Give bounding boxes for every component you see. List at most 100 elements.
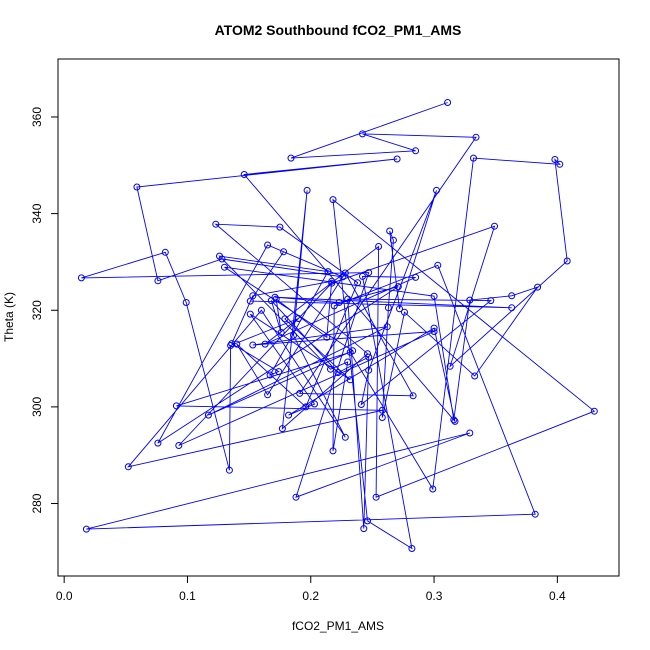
y-tick-label: 280 <box>30 493 44 513</box>
data-point <box>430 328 438 335</box>
series-line <box>81 102 596 550</box>
y-axis: 280 300 320 340 360 <box>30 107 59 514</box>
data-point <box>278 425 286 433</box>
data-point <box>470 154 477 162</box>
plot-frame <box>57 58 620 577</box>
data-point <box>77 274 85 282</box>
data-point <box>280 248 288 256</box>
data-point <box>344 295 352 303</box>
data-point <box>534 283 542 291</box>
data-point <box>228 340 236 348</box>
data-point <box>433 186 440 194</box>
data-point <box>365 353 373 361</box>
x-tick-label: 0.3 <box>426 589 443 603</box>
chart-title: ATOM2 Southbound fCO2_PM1_AMS <box>215 22 462 38</box>
x-tick-label: 0.1 <box>179 589 196 603</box>
x-tick-label: 0.2 <box>302 589 319 603</box>
data-point <box>491 222 498 230</box>
x-axis-label: fCO2_PM1_AMS <box>292 619 384 633</box>
data-point <box>133 183 141 191</box>
data-point <box>290 331 297 339</box>
data-point <box>124 463 132 471</box>
data-point <box>276 223 284 231</box>
data-point <box>281 315 289 323</box>
y-tick-label: 360 <box>30 107 44 127</box>
data-point <box>451 417 459 425</box>
data-point <box>346 376 354 384</box>
data-point <box>82 525 90 533</box>
data-point <box>271 293 279 301</box>
data-point <box>339 273 347 281</box>
data-point <box>154 439 162 447</box>
data-point <box>349 347 357 355</box>
data-point <box>328 277 336 285</box>
series-layer <box>77 99 598 552</box>
data-point <box>412 147 420 155</box>
data-point <box>246 310 254 318</box>
data-point <box>327 365 334 373</box>
data-point <box>383 323 391 331</box>
data-point <box>386 227 394 235</box>
data-point <box>218 255 226 263</box>
data-point <box>393 155 401 163</box>
data-point <box>408 545 416 552</box>
data-point <box>556 160 564 168</box>
data-point <box>329 196 337 204</box>
data-point <box>204 411 212 419</box>
data-point <box>285 411 293 419</box>
data-point <box>357 401 365 408</box>
data-point <box>389 236 397 244</box>
data-point <box>330 302 338 310</box>
data-point <box>264 391 272 399</box>
data-point <box>444 99 452 106</box>
data-point <box>292 493 300 501</box>
data-point <box>264 241 272 249</box>
y-tick-label: 320 <box>30 300 44 320</box>
data-point <box>257 306 265 314</box>
data-point <box>344 358 352 366</box>
data-point <box>429 485 437 493</box>
x-axis: 0.0 0.1 0.2 0.3 0.4 <box>56 575 566 603</box>
x-tick-label: 0.0 <box>56 589 73 603</box>
data-point <box>472 133 480 141</box>
data-point <box>364 350 371 358</box>
data-point <box>240 171 248 178</box>
data-point <box>401 308 408 316</box>
data-point <box>396 305 403 313</box>
data-point <box>275 368 283 376</box>
data-point <box>466 296 474 304</box>
data-point <box>341 433 349 441</box>
data-point <box>261 340 269 348</box>
data-point <box>311 400 318 408</box>
data-point <box>412 273 420 281</box>
data-point <box>221 263 228 271</box>
data-point <box>375 243 383 250</box>
data-point <box>508 304 516 312</box>
data-point <box>296 389 304 397</box>
y-tick-label: 340 <box>30 203 44 223</box>
data-point <box>378 414 386 421</box>
data-point <box>175 442 183 449</box>
data-point <box>272 295 280 303</box>
data-point <box>303 186 311 194</box>
data-point <box>161 248 169 256</box>
data-point <box>277 329 285 336</box>
data-point <box>182 299 190 306</box>
data-point <box>384 304 392 312</box>
data-point <box>225 466 233 474</box>
data-point <box>409 392 417 400</box>
data-point <box>430 324 438 332</box>
data-point <box>246 297 254 305</box>
data-point <box>466 429 474 437</box>
data-point <box>294 315 302 322</box>
data-point <box>364 517 371 525</box>
data-point <box>334 369 342 377</box>
data-point <box>359 130 366 138</box>
data-point <box>354 279 362 287</box>
data-point <box>154 277 162 285</box>
data-point <box>590 407 598 415</box>
data-point <box>365 269 373 277</box>
data-point <box>227 342 235 349</box>
data-point <box>328 279 336 287</box>
